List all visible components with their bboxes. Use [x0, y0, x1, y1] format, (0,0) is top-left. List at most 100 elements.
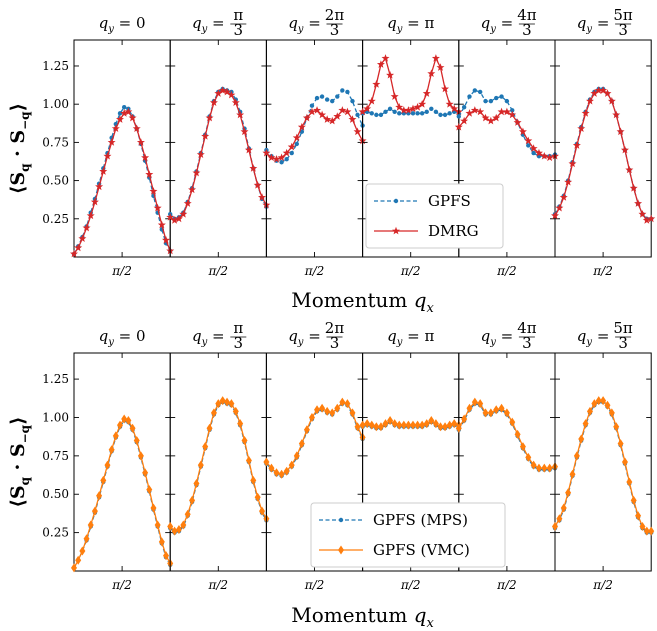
data-point	[600, 396, 607, 406]
series-line	[169, 401, 267, 534]
y-axis-label-c: · S	[7, 130, 29, 164]
panel-title-eq: =	[496, 327, 513, 345]
series-gpfs-vmc-	[359, 416, 462, 432]
data-point	[626, 477, 633, 487]
series-line	[362, 107, 460, 116]
panel-title-den: 3	[522, 21, 532, 39]
data-point	[231, 98, 240, 107]
y-tick-label: 1.25	[42, 372, 69, 386]
data-point	[240, 127, 249, 136]
data-point	[202, 442, 209, 452]
series-gpfs	[71, 105, 173, 257]
data-point	[142, 468, 149, 478]
panel-title-den: 3	[618, 21, 628, 39]
legend-label: GPFS (VMC)	[373, 541, 470, 559]
data-point	[424, 109, 429, 115]
data-point	[319, 403, 326, 413]
legend-box	[365, 183, 504, 249]
data-point	[184, 509, 191, 519]
data-point	[210, 408, 217, 418]
panel-1-6: qy = 5π3 π/2	[551, 6, 656, 278]
panel-title-den: 3	[234, 21, 244, 39]
data-point	[400, 420, 407, 430]
x-tick-label: π/2	[304, 578, 325, 592]
panel-title-q: q	[99, 14, 109, 32]
data-point	[494, 95, 499, 101]
panel-title-eq: = π	[402, 14, 434, 32]
panel-title: qy = 0	[99, 14, 146, 35]
series-line	[169, 88, 267, 220]
data-point	[307, 107, 316, 116]
data-point	[450, 104, 459, 113]
data-point	[446, 420, 453, 430]
data-point	[71, 563, 77, 573]
data-point	[477, 399, 484, 409]
data-point	[236, 110, 245, 119]
data-point	[116, 115, 124, 123]
y-axis-label-b: q	[18, 163, 32, 172]
data-point	[358, 107, 367, 116]
data-point	[70, 249, 78, 258]
data-point	[228, 399, 235, 409]
data-point	[524, 136, 533, 145]
data-point	[529, 144, 538, 152]
data-point	[179, 210, 188, 218]
legend-marker	[338, 517, 344, 523]
data-point	[603, 89, 612, 97]
data-point	[383, 109, 388, 115]
data-point	[502, 107, 511, 116]
data-point	[297, 122, 306, 131]
panel-title-eq: =	[303, 327, 320, 345]
panel-frame	[265, 39, 364, 258]
panel-title-sub: y	[585, 24, 592, 35]
data-point	[162, 235, 171, 244]
y-tick-label: 1.25	[42, 59, 69, 73]
data-point	[262, 148, 271, 157]
panel-title-sub: y	[201, 337, 208, 348]
data-point	[514, 429, 521, 439]
data-point	[510, 108, 515, 113]
data-point	[330, 98, 335, 104]
panel-title-eq: = π	[402, 327, 434, 345]
data-point	[381, 54, 390, 62]
data-point	[104, 460, 111, 470]
data-point	[188, 185, 197, 194]
y-tick-label: 1.00	[42, 410, 69, 424]
data-point	[163, 551, 170, 561]
panel-title-eq: =	[592, 327, 609, 345]
data-point	[314, 95, 320, 101]
data-point	[339, 397, 346, 407]
panel-frame	[554, 352, 652, 572]
y-axis-label-c: · S	[7, 443, 29, 477]
data-point	[391, 419, 398, 429]
panel-title-sub: y	[489, 337, 496, 348]
data-point	[428, 416, 435, 426]
data-point	[513, 118, 522, 126]
series-dmrg	[551, 86, 656, 224]
data-point	[218, 86, 227, 94]
data-point	[467, 94, 472, 99]
y-axis-label: ⟨Sq · S−q⟩	[7, 103, 32, 195]
data-point	[456, 114, 461, 119]
data-point	[258, 193, 267, 201]
data-point	[410, 111, 416, 116]
data-point	[546, 463, 553, 473]
data-point	[174, 214, 183, 223]
y-tick-label: 0.50	[42, 487, 69, 501]
panel-title-sub: y	[107, 24, 114, 35]
data-point	[324, 97, 330, 102]
data-point	[287, 142, 296, 151]
data-point	[128, 113, 137, 122]
panel-title-sub: y	[297, 24, 304, 35]
data-point	[634, 199, 643, 207]
data-point	[359, 420, 366, 430]
data-point	[157, 220, 166, 229]
data-point	[488, 98, 494, 104]
data-point	[314, 405, 321, 415]
data-point	[382, 419, 389, 429]
data-point	[175, 525, 182, 535]
data-point	[289, 150, 294, 156]
legend-marker	[393, 198, 399, 204]
legend-label: DMRG	[428, 222, 479, 240]
data-point	[150, 503, 157, 513]
